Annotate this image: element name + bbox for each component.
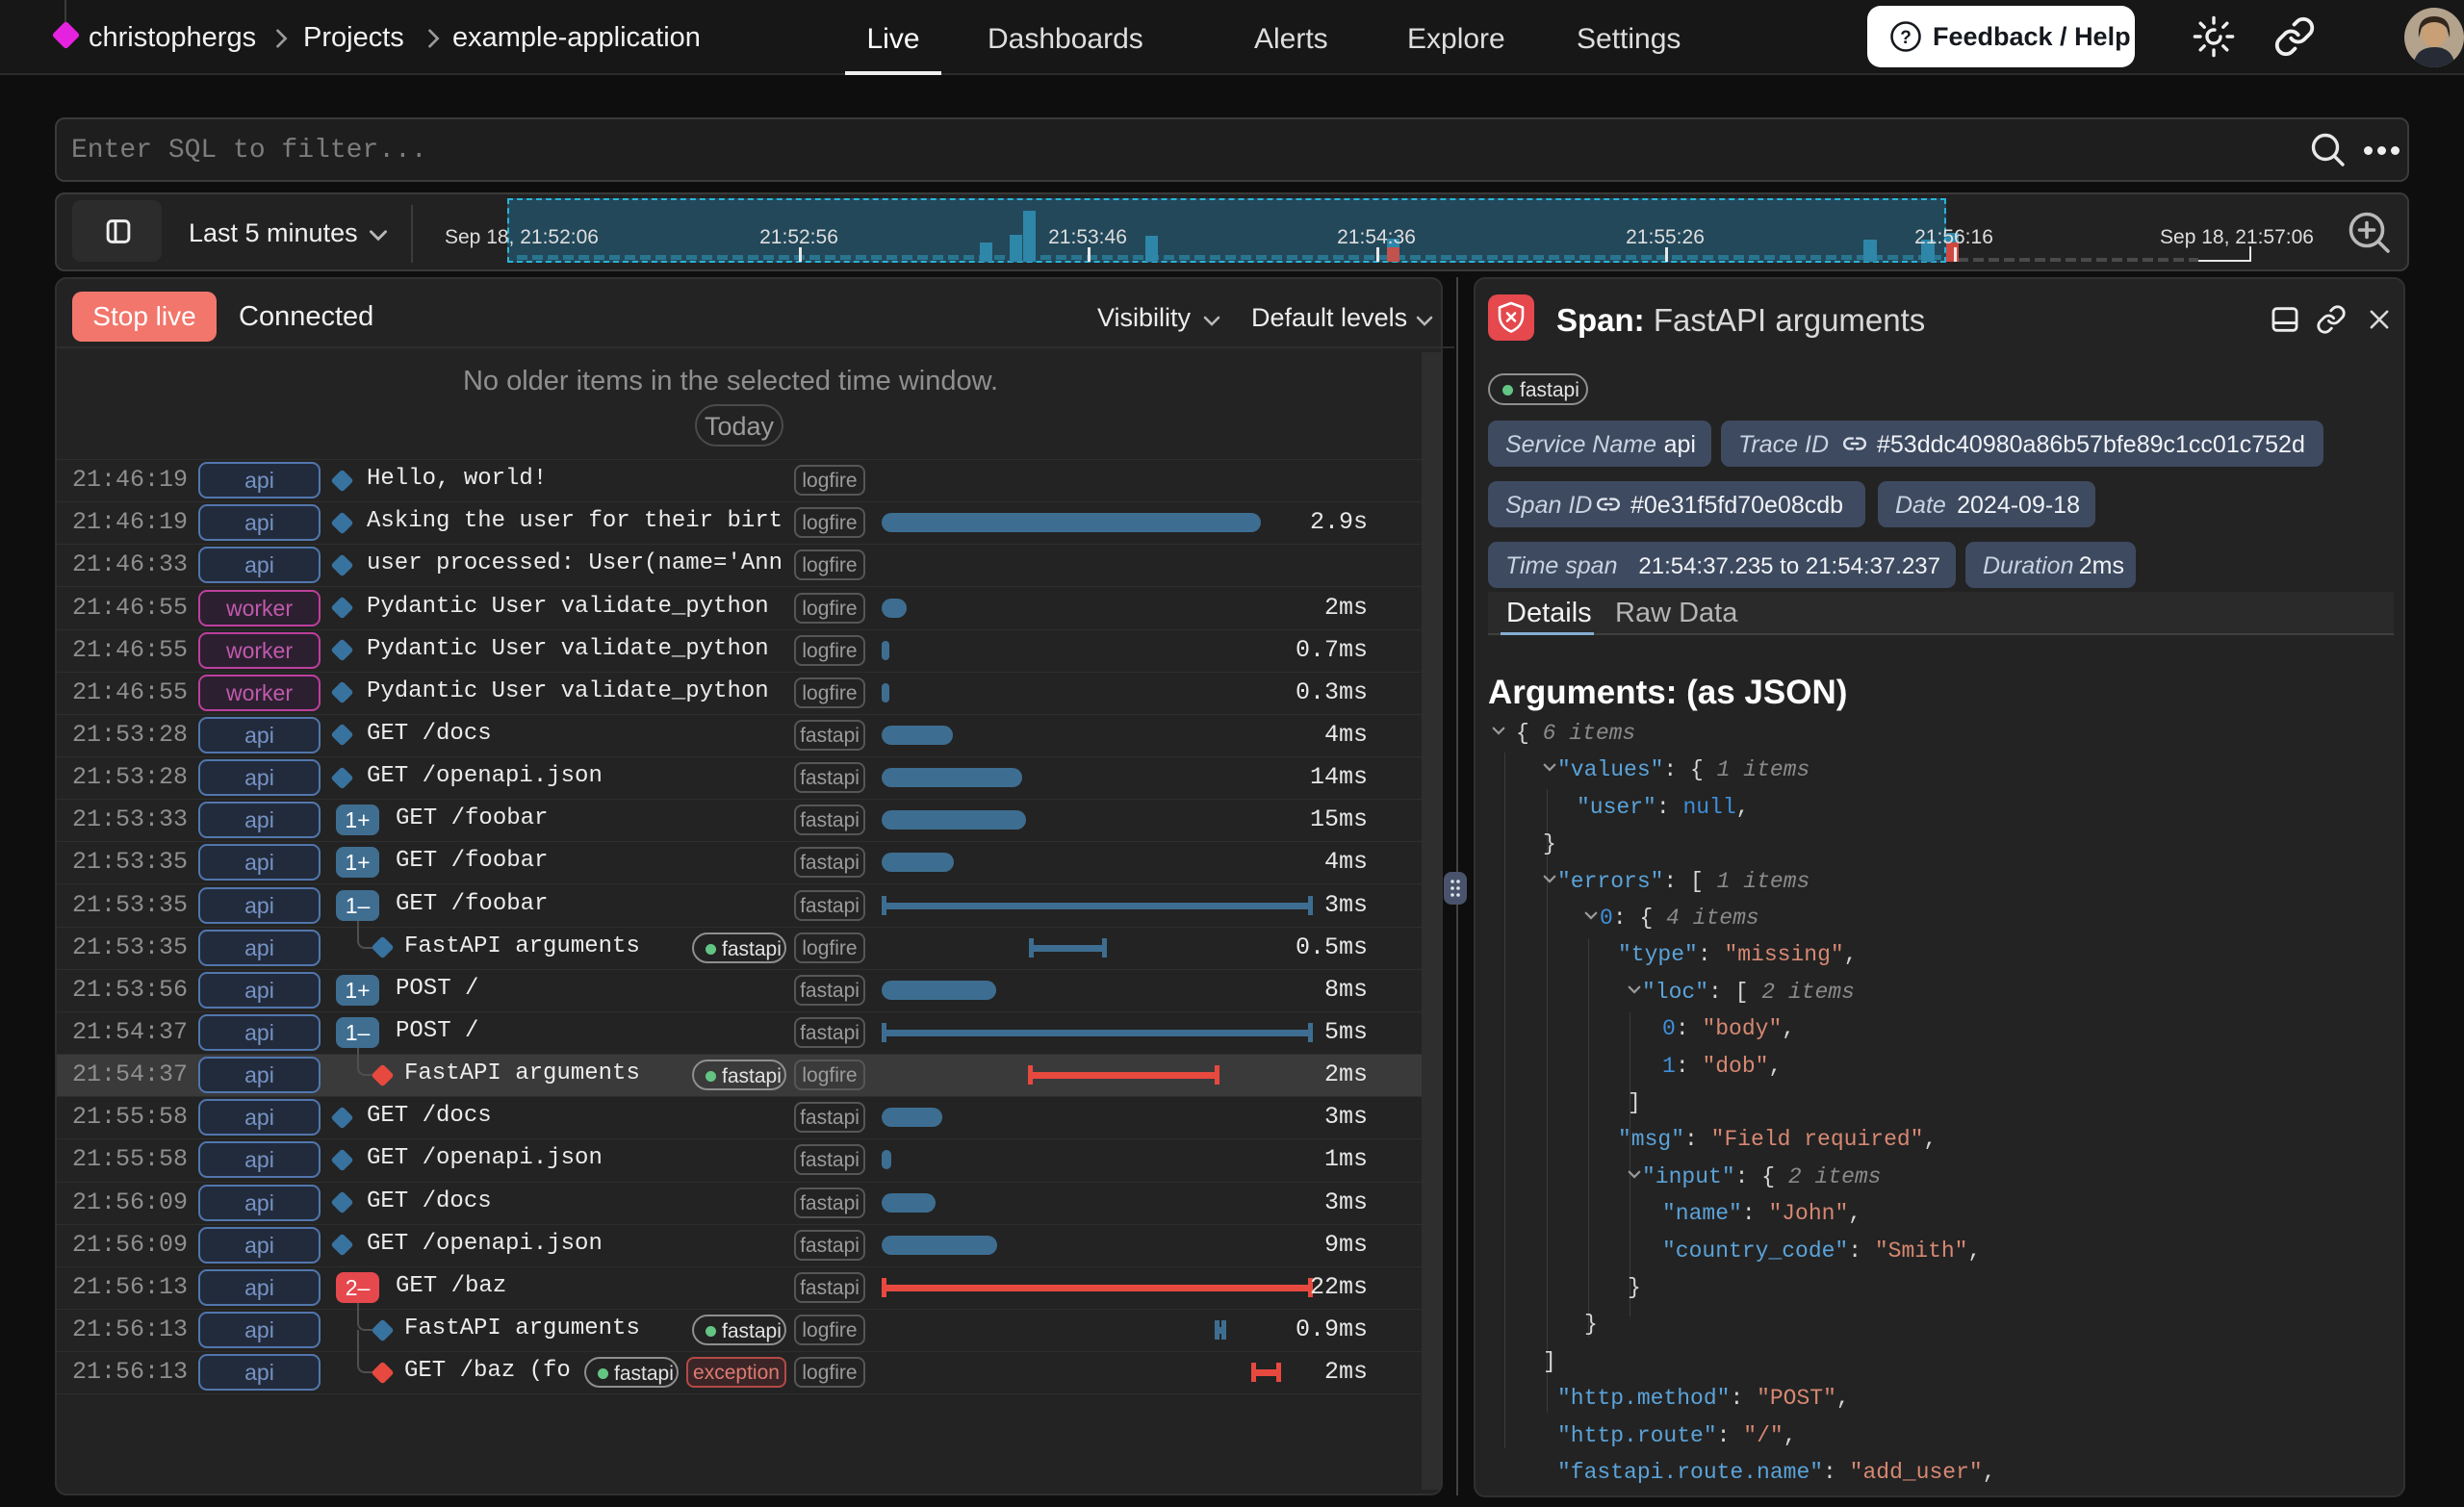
svg-text:?: ? [1900,28,1912,48]
